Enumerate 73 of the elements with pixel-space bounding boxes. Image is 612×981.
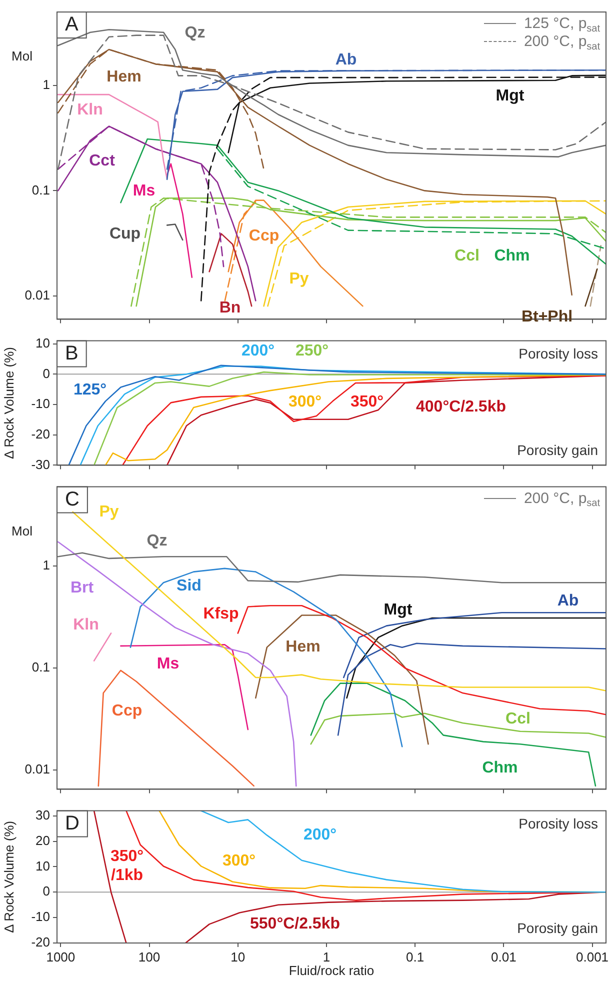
annotation: Porosity loss <box>518 346 598 362</box>
y-tick-label: 0 <box>42 366 50 381</box>
y-tick-label: 1 <box>42 77 50 92</box>
series-label: 300° <box>288 393 322 410</box>
series-label: 200° <box>303 826 337 844</box>
series-label: Cup <box>109 225 141 242</box>
annotation: Porosity gain <box>517 442 598 458</box>
x-axis-title: Fluid/rock ratio <box>288 962 374 978</box>
x-tick-label: 0.001 <box>576 949 609 964</box>
series-label: 200° <box>241 342 275 360</box>
series-label: 350° /1kb <box>110 848 144 884</box>
series-label: 400°C/2.5kb <box>416 398 506 416</box>
y-tick-label: 30 <box>36 807 50 822</box>
y-tick-label: 0.1 <box>32 660 50 675</box>
series-label: 550°C/2.5kb <box>250 915 340 932</box>
chart-title: C <box>65 488 80 510</box>
series-label: Brt <box>70 579 94 596</box>
series-label: Ccl <box>506 710 530 728</box>
series-label: Hem <box>106 68 142 86</box>
y-tick-label: 0.01 <box>24 762 50 777</box>
y-tick-label: 0 <box>42 884 50 899</box>
x-tick-label: 0.1 <box>406 949 424 964</box>
series-label: Ms <box>156 655 180 672</box>
chart-title: A <box>65 14 79 36</box>
x-tick-label: 10 <box>230 949 246 964</box>
annotation: Porosity loss <box>518 816 598 832</box>
series-label: Chm <box>494 247 530 264</box>
y-axis-title: Δ Rock Volume (%) <box>1 820 16 933</box>
x-tick-label: 100 <box>138 949 160 964</box>
series-label: Hem <box>286 638 320 656</box>
y-tick-label: 10 <box>36 335 50 350</box>
x-tick-label: 1 <box>322 949 330 964</box>
y-tick-label: 10 <box>36 858 50 874</box>
series-label: Qz <box>146 532 168 550</box>
series-label: Qz <box>184 24 206 42</box>
series-label: Ms <box>132 182 156 200</box>
y-tick-label: -10 <box>31 909 50 924</box>
series-label: Ccp <box>112 702 142 720</box>
chart-title: B <box>65 342 78 364</box>
series-label: 300° <box>222 852 256 870</box>
series-label: Chm <box>482 759 518 776</box>
series-label: Bn <box>219 299 241 316</box>
series-label: Ccl <box>454 247 480 264</box>
series-label: Py <box>99 503 119 520</box>
y-tick-label: 0.01 <box>24 287 50 302</box>
series-label: 250° <box>295 342 329 360</box>
y-axis-title: Mol <box>12 523 33 538</box>
series-label: 350° <box>350 393 384 410</box>
series-label: Ab <box>557 592 579 610</box>
series-label: Kln <box>73 616 99 634</box>
y-tick-label: -20 <box>31 934 50 950</box>
series-label: Sid <box>176 577 202 594</box>
y-tick-label: -10 <box>31 396 50 412</box>
y-tick-label: -20 <box>31 426 50 442</box>
y-axis-title: Mol <box>12 48 33 64</box>
y-tick-label: 0.1 <box>32 182 50 198</box>
y-tick-label: 1 <box>42 558 50 573</box>
series-label: Mgt <box>496 87 525 104</box>
y-tick-label: -30 <box>31 456 50 472</box>
series-label: 125° <box>73 381 107 398</box>
series-label: Ab <box>335 51 357 68</box>
series-label: Cct <box>89 152 116 170</box>
series-label: Mgt <box>384 601 413 618</box>
series-label: Ccp <box>248 227 280 244</box>
series-label: Kfsp <box>203 605 240 622</box>
y-tick-label: 20 <box>36 832 50 848</box>
x-tick-label: 0.01 <box>491 949 516 964</box>
chart-title: D <box>65 812 80 834</box>
y-axis-title: Δ Rock Volume (%) <box>1 347 16 459</box>
series-label: Kln <box>77 101 103 118</box>
x-tick-label: 1000 <box>46 949 76 964</box>
annotation: Porosity gain <box>517 920 598 936</box>
series-label: Py <box>289 270 309 288</box>
